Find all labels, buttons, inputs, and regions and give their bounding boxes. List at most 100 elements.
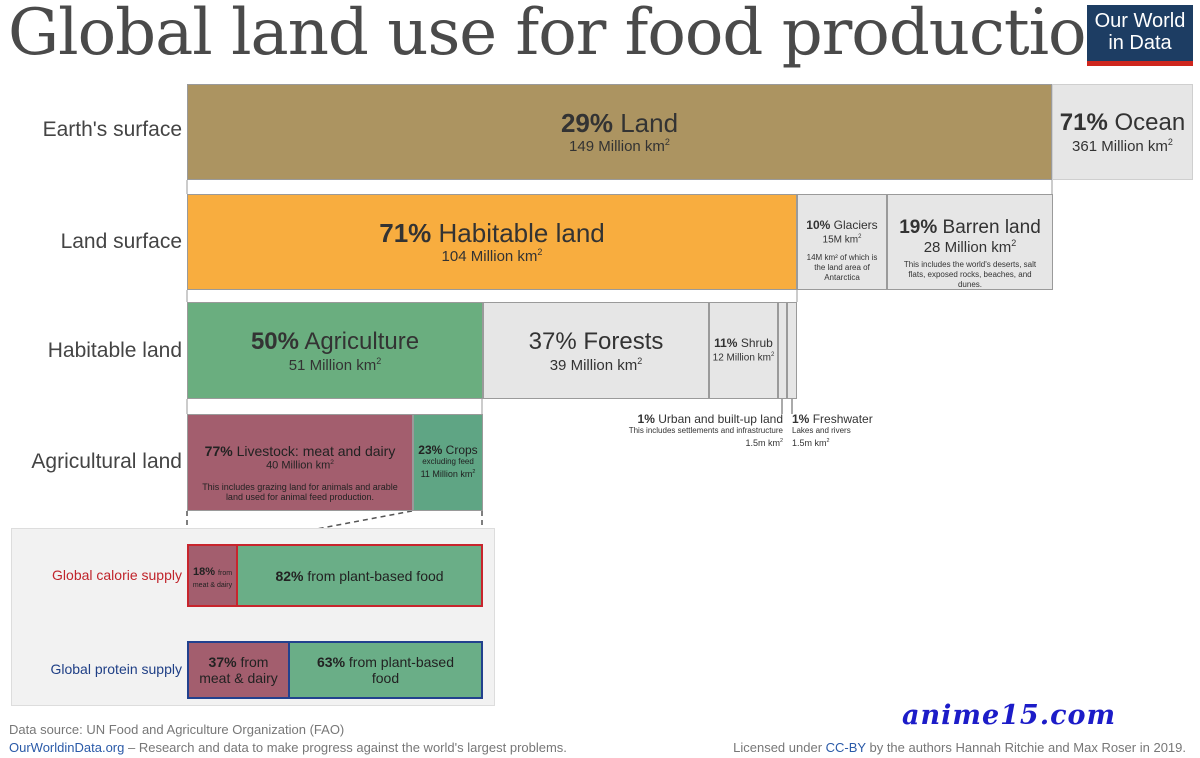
bar-shrub-area-value: 12 Million km [712, 352, 771, 364]
annotation-freshwater-name: Freshwater [812, 412, 873, 426]
bar-barren-percent: 19% [899, 217, 938, 238]
bar-barren-note: This includes the world's deserts, salt … [903, 260, 1037, 289]
bar-crops-name: Crops [445, 443, 478, 457]
bar-forests-name: Forests [583, 327, 664, 355]
bar-crops: 23% Crops excluding feed 11 Million km2 [413, 414, 483, 511]
watermark: anime15.com [902, 700, 1117, 731]
bar-forests-area: 39 Million km2 [549, 355, 643, 374]
bar-glaciers-area-value: 15M km [822, 234, 859, 246]
bar-livestock-name: Livestock: meat and dairy [236, 443, 396, 459]
row-label-habitable-land: Habitable land [47, 339, 182, 362]
bar-calorie-meat-percent: 18% [192, 566, 215, 578]
bar-glaciers-percent: 10% [806, 218, 831, 232]
row-label-calorie-supply: Global calorie supply [52, 567, 182, 583]
bar-livestock-label: 77% Livestock: meat and dairy [188, 443, 412, 459]
bar-calorie-plant-percent: 82% [275, 567, 304, 584]
bar-freshwater [787, 302, 797, 399]
bar-land-label: 29% Land [561, 109, 678, 137]
bar-livestock: 77% Livestock: meat and dairy 40 Million… [187, 414, 413, 511]
chart-title: Global land use for food production [8, 0, 1127, 70]
annotation-freshwater-note: Lakes and rivers [792, 426, 851, 435]
bar-ocean-label: 71% Ocean [1060, 109, 1185, 137]
annotation-freshwater-percent: 1% [792, 412, 810, 426]
bar-calorie-meat-label: 18% from meat & dairy [189, 567, 236, 591]
bar-urban [778, 302, 787, 399]
bar-ocean-name: Ocean [1114, 109, 1186, 136]
bar-shrub-area: 12 Million km2 [712, 352, 775, 364]
row-label-agricultural-land: Agricultural land [31, 450, 182, 473]
annotation-freshwater-area-value: 1.5m km [792, 438, 827, 448]
bar-agriculture-percent: 50% [250, 327, 299, 355]
annotation-urban-area: 1.5m km2 [745, 438, 783, 448]
row-label-earth-surface: Earth's surface [42, 118, 182, 141]
annotation-urban-name: Urban and built-up land [658, 412, 783, 426]
bar-glaciers: 10% Glaciers 15M km2 14M km² of which is… [797, 194, 887, 290]
bar-crops-area: 11 Million km2 [420, 469, 476, 479]
bar-livestock-area-value: 40 Million km [266, 459, 331, 472]
bar-barren-label: 19% Barren land [888, 217, 1052, 238]
bar-forests-percent: 37% [528, 327, 577, 355]
bar-crops-area-value: 11 Million km [420, 469, 473, 479]
bar-livestock-note: This includes grazing land for animals a… [202, 481, 398, 502]
row-label-protein-supply: Global protein supply [50, 661, 182, 677]
bar-glaciers-note: 14M km² of which is the land area of Ant… [806, 253, 878, 283]
owid-logo[interactable]: Our World in Data [1087, 5, 1193, 66]
bar-barren-name: Barren land [942, 217, 1041, 238]
bar-agriculture-area-value: 51 Million km [288, 356, 377, 374]
bar-ocean-percent: 71% [1059, 109, 1108, 136]
annotation-urban-percent: 1% [637, 412, 655, 426]
footer-license: Licensed under CC-BY by the authors Hann… [733, 740, 1186, 755]
bar-habitable-land: 71% Habitable land 104 Million km2 [187, 194, 797, 290]
bar-glaciers-label: 10% Glaciers [798, 219, 886, 232]
bar-crops-label: 23% Crops [414, 443, 482, 457]
bar-crops-percent: 23% [418, 443, 443, 457]
logo-line-1: Our World [1094, 10, 1186, 32]
bar-protein-plant-percent: 63% [317, 654, 346, 670]
bar-protein-meat: 37% from meat & dairy [187, 641, 290, 699]
bar-protein-meat-percent: 37% [208, 654, 237, 670]
bar-forests-label: 37% Forests [529, 328, 664, 356]
annotation-freshwater: 1% Freshwater Lakes and rivers 1.5m km2 [792, 412, 902, 448]
bar-land-percent: 29% [560, 108, 613, 138]
bar-land-area-value: 149 Million km [569, 138, 665, 155]
bar-shrub: 11% Shrub 12 Million km2 [709, 302, 778, 399]
annotation-urban-note: This includes settlements and infrastruc… [628, 426, 783, 435]
annotation-urban: 1% Urban and built-up land This includes… [600, 412, 783, 448]
bar-land: 29% Land 149 Million km2 [187, 84, 1052, 180]
footer-source: Data source: UN Food and Agriculture Org… [9, 722, 345, 737]
footer-site-link[interactable]: OurWorldinData.org [9, 740, 125, 755]
bar-calorie-plant: 82% from plant-based food [236, 544, 483, 607]
bar-protein-plant: 63% from plant-based food [288, 641, 483, 699]
annotation-urban-label: 1% Urban and built-up land [600, 412, 783, 426]
bar-calorie-meat: 18% from meat & dairy [187, 544, 238, 607]
annotation-freshwater-label: 1% Freshwater [792, 412, 902, 426]
bar-agriculture-name: Agriculture [304, 327, 420, 355]
bar-agriculture: 50% Agriculture 51 Million km2 [187, 302, 483, 399]
footer-site-line: OurWorldinData.org – Research and data t… [9, 740, 567, 755]
footer-license-link[interactable]: CC-BY [825, 740, 866, 755]
footer-tagline: – Research and data to make progress aga… [124, 740, 567, 755]
bar-glaciers-name: Glaciers [833, 218, 878, 232]
footer-license-suffix: by the authors Hannah Ritchie and Max Ro… [865, 740, 1186, 755]
bar-crops-note: excluding feed [422, 457, 474, 466]
bar-barren-area-value: 28 Million km [923, 239, 1012, 256]
bar-barren-land: 19% Barren land 28 Million km2 This incl… [887, 194, 1053, 290]
bar-barren-area: 28 Million km2 [923, 238, 1017, 256]
annotation-freshwater-area: 1.5m km2 [792, 438, 830, 448]
bar-shrub-name: Shrub [740, 336, 773, 351]
bar-ocean-area-value: 361 Million km [1072, 138, 1168, 155]
bar-habitable-percent: 71% [379, 218, 432, 248]
bar-calorie-plant-label: 82% from plant-based food [270, 568, 450, 584]
bar-habitable-name: Habitable land [438, 218, 605, 248]
bar-ocean: 71% Ocean 361 Million km2 [1052, 84, 1193, 180]
logo-line-2: in Data [1108, 32, 1172, 54]
annotation-urban-area-value: 1.5m km [745, 438, 780, 448]
bar-protein-meat-label: 37% from meat & dairy [197, 654, 281, 686]
footer-license-prefix: Licensed under [733, 740, 826, 755]
bar-protein-meat-name: from meat & dairy [199, 654, 278, 686]
bar-protein-plant-label: 63% from plant-based food [306, 654, 466, 686]
bar-shrub-label: 11% Shrub [714, 337, 773, 350]
bar-shrub-percent: 11% [714, 336, 738, 351]
bar-habitable-area: 104 Million km2 [441, 247, 543, 265]
bar-agriculture-label: 50% Agriculture [251, 328, 419, 356]
